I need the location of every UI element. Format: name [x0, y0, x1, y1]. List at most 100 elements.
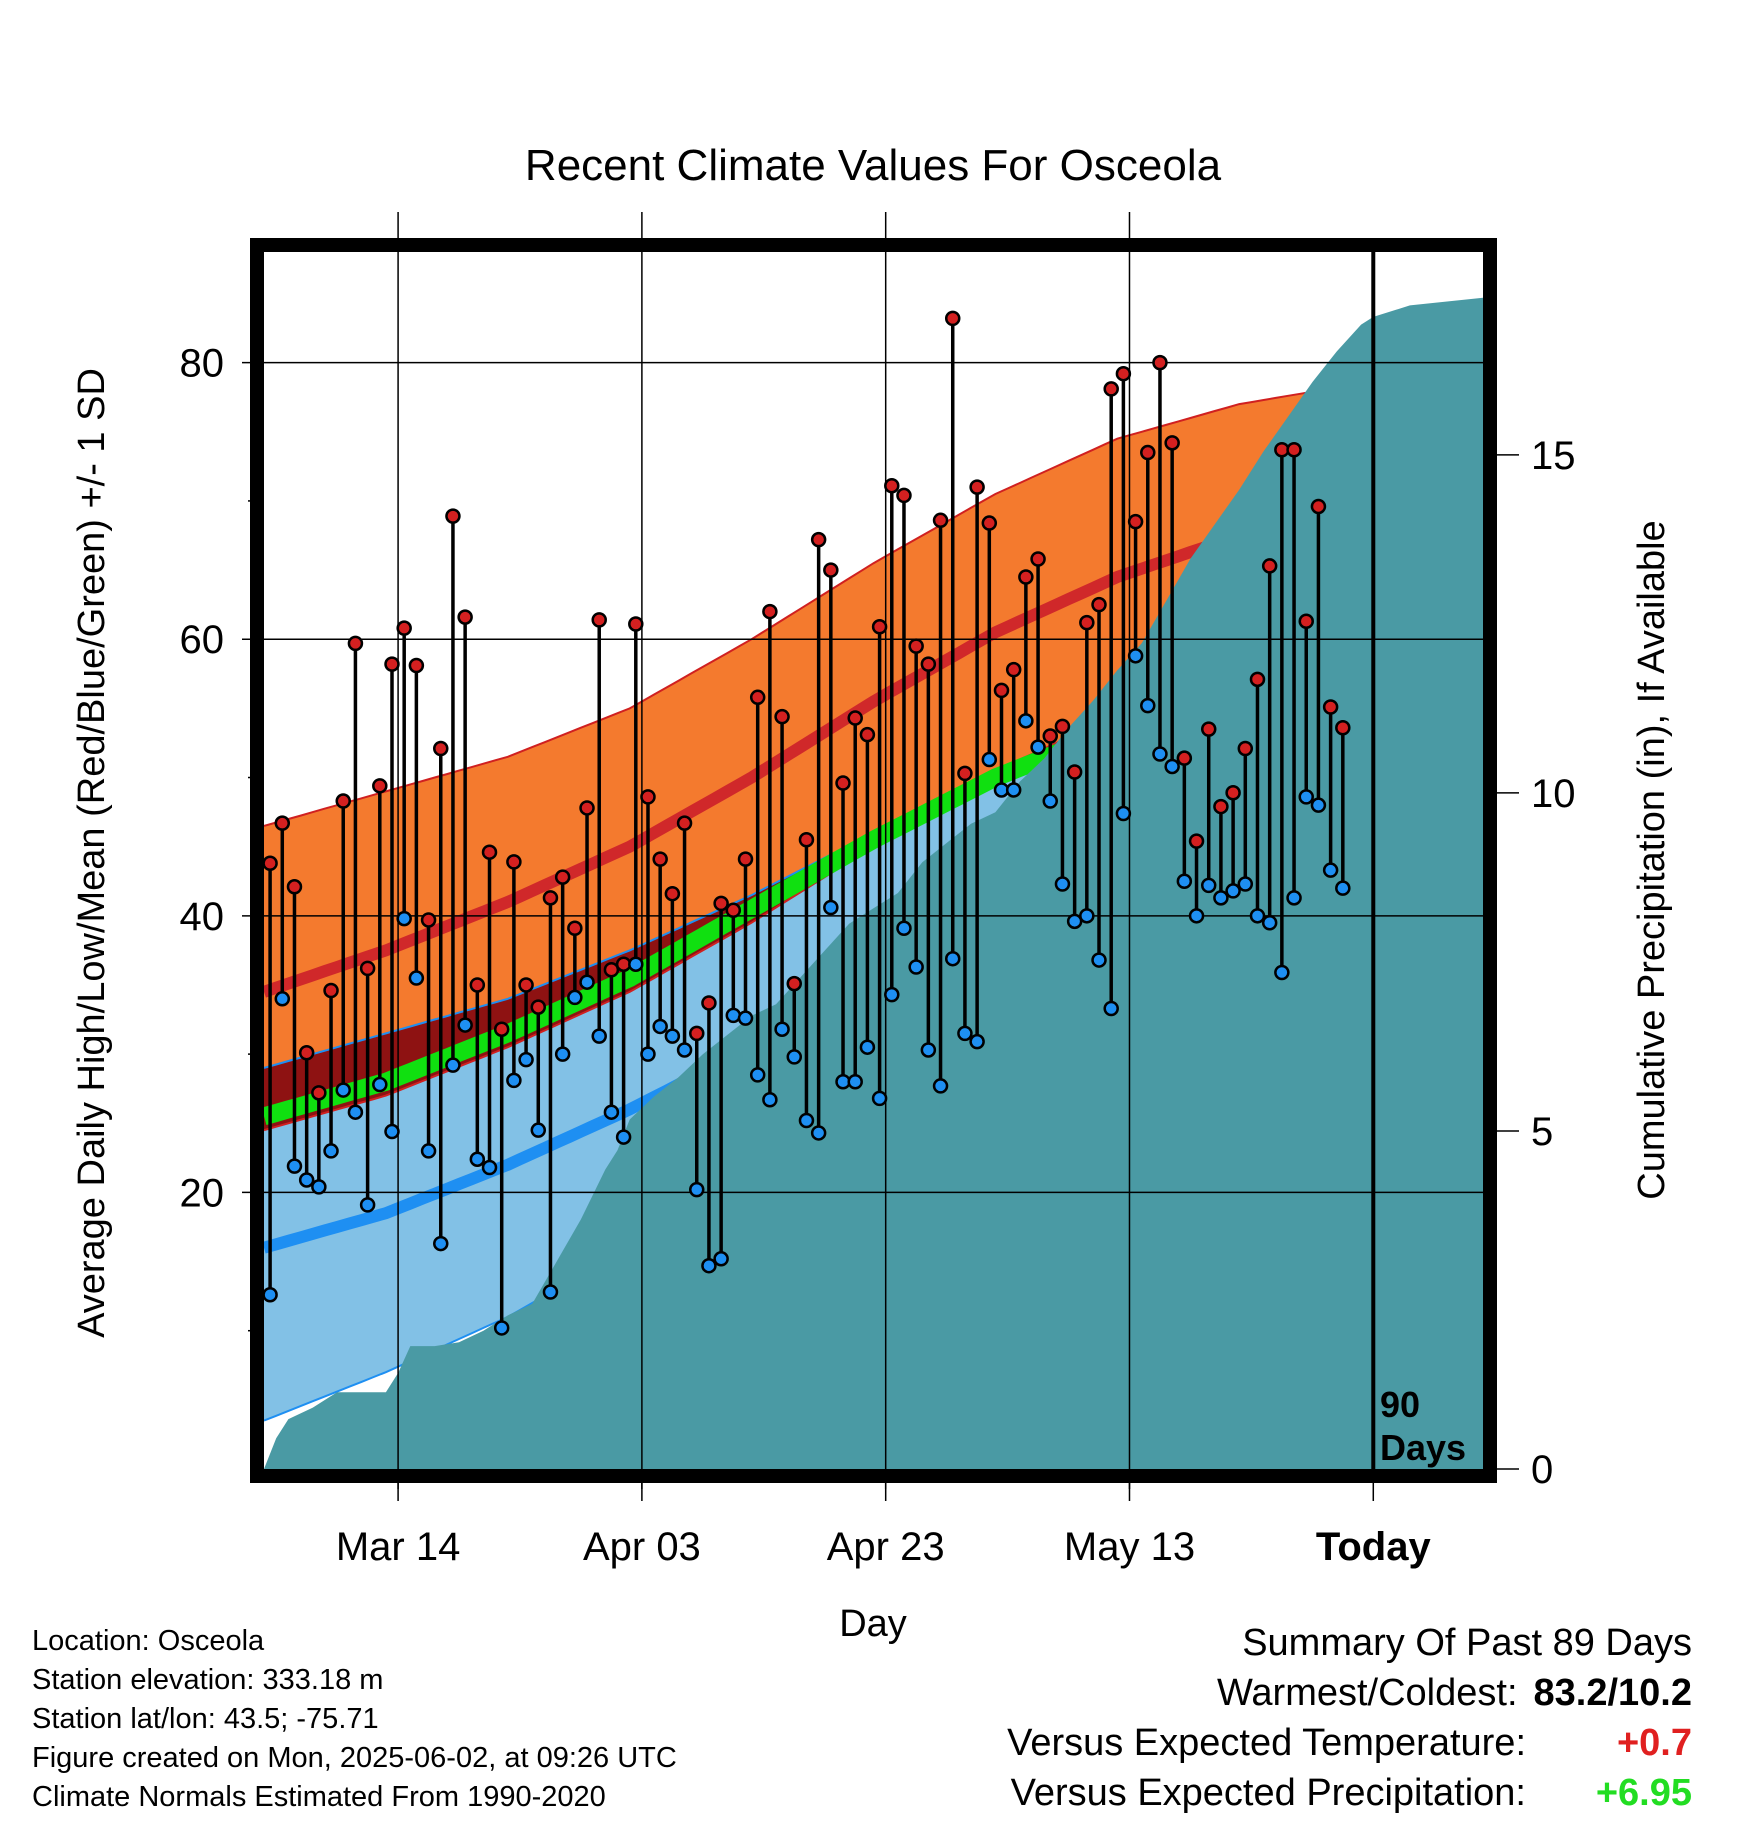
daily-high-point — [810, 531, 827, 548]
daily-low-point — [1152, 746, 1168, 762]
daily-high-point — [1103, 381, 1119, 397]
daily-high-point — [1042, 728, 1059, 744]
days-count-label: 90 — [1380, 1384, 1420, 1425]
summary-panel: Summary Of Past 89 Days Warmest/Coldest:… — [1007, 1618, 1692, 1818]
daily-low-point — [457, 1017, 473, 1033]
daily-high-point — [274, 815, 291, 831]
daily-high-point — [384, 656, 400, 672]
daily-low-point — [542, 1284, 559, 1300]
daily-high-point — [835, 775, 851, 791]
daily-high-point — [408, 657, 425, 674]
daily-low-point — [347, 1104, 364, 1120]
daily-high-point — [1310, 498, 1327, 515]
daily-high-point — [932, 512, 949, 529]
daily-low-point — [1200, 877, 1217, 894]
station-latlon: Station lat/lon: 43.5; -75.71 — [32, 1703, 379, 1735]
daily-high-point — [737, 851, 754, 867]
daily-low-point — [969, 1033, 985, 1050]
daily-low-point — [676, 1042, 693, 1058]
daily-low-point — [1005, 782, 1022, 798]
daily-high-point — [1237, 740, 1254, 757]
daily-low-point — [847, 1074, 863, 1090]
daily-high-point — [1176, 750, 1193, 766]
daily-high-point — [628, 616, 644, 632]
daily-high-point — [1054, 718, 1071, 735]
daily-high-point — [1322, 699, 1339, 715]
summary-precip-row: Versus Expected Precipitation: +6.95 — [1007, 1768, 1692, 1818]
daily-high-point — [457, 609, 473, 625]
cumulative-precip-area — [264, 297, 1483, 1469]
expected-temp-label: Versus Expected Temperature: — [1007, 1722, 1526, 1764]
daily-high-point — [969, 479, 985, 495]
daily-high-point — [372, 778, 388, 794]
daily-low-point — [1164, 758, 1180, 775]
daily-high-point — [1261, 558, 1278, 574]
daily-high-point — [420, 912, 437, 928]
x-axis-label: Day — [839, 1603, 907, 1645]
daily-low-point — [591, 1028, 607, 1044]
daily-low-point — [823, 899, 839, 916]
daily-low-point — [359, 1197, 376, 1213]
daily-low-point — [420, 1143, 437, 1159]
daily-low-point — [981, 751, 998, 768]
daily-low-point — [1103, 1000, 1119, 1017]
daily-low-point — [1115, 805, 1132, 822]
daily-high-point — [993, 682, 1010, 699]
y-right-tick-label: 5 — [1531, 1110, 1553, 1154]
daily-high-point — [542, 890, 559, 906]
daily-low-point — [737, 1010, 754, 1026]
plot-area — [264, 297, 1483, 1469]
station-elevation: Station elevation: 333.18 m — [32, 1664, 384, 1696]
daily-high-point — [786, 975, 803, 992]
daily-high-point — [396, 620, 412, 636]
x-tick-label: Today — [1316, 1525, 1432, 1569]
daily-low-point — [433, 1235, 449, 1252]
daily-low-point — [701, 1257, 717, 1274]
warmest-coldest-label: Warmest/Coldest: — [1216, 1672, 1518, 1714]
axes: 20 40 60 80 0 5 10 15 Mar 14 Apr 03 Apr 23 May 13 To… — [180, 238, 1576, 1569]
daily-low-point — [1249, 908, 1266, 924]
summary-heading: Summary Of Past 89 Days — [1242, 1622, 1692, 1664]
daily-low-point — [749, 1067, 766, 1083]
daily-low-point — [798, 1112, 815, 1129]
y-left-tick-label: 80 — [180, 342, 225, 386]
y-left-tick-label: 40 — [180, 895, 225, 939]
daily-high-point — [749, 689, 766, 706]
daily-high-point — [506, 854, 522, 870]
daily-low-point — [713, 1251, 729, 1267]
daily-high-point — [1298, 613, 1314, 629]
daily-high-point — [1164, 435, 1180, 451]
daily-high-point — [298, 1044, 315, 1061]
daily-high-point — [884, 477, 900, 494]
daily-high-point — [1018, 569, 1034, 585]
grid-lines — [242, 212, 1483, 1489]
station-location: Location: Osceola — [32, 1625, 265, 1657]
daily-high-point — [823, 562, 839, 578]
daily-high-point — [1140, 444, 1156, 461]
daily-high-point — [1115, 365, 1132, 382]
daily-high-point — [664, 885, 681, 902]
daily-low-point — [298, 1172, 315, 1188]
daily-low-point — [1225, 883, 1241, 899]
daily-low-point — [481, 1159, 498, 1176]
figure-created: Figure created on Mon, 2025-06-02, at 09… — [32, 1742, 677, 1774]
x-tick-label: May 13 — [1064, 1525, 1195, 1569]
daily-high-point — [640, 789, 656, 805]
daily-high-point — [1127, 513, 1144, 530]
daily-low-point — [506, 1072, 522, 1089]
daily-low-point — [554, 1046, 571, 1062]
daily-high-point — [774, 708, 790, 725]
daily-low-point — [1030, 739, 1046, 755]
daily-high-point — [262, 855, 278, 872]
summary-warmest-row: Warmest/Coldest: 83.2/10.2 — [1007, 1668, 1692, 1718]
daily-low-point — [323, 1143, 339, 1159]
daily-high-point — [1030, 551, 1046, 567]
y-left-tick-label: 60 — [180, 618, 225, 662]
daily-high-point — [981, 515, 998, 531]
daily-low-point — [469, 1151, 486, 1167]
daily-high-point — [701, 995, 717, 1011]
daily-high-point — [347, 635, 364, 652]
daily-low-point — [274, 991, 291, 1007]
daily-low-point — [1176, 873, 1193, 889]
